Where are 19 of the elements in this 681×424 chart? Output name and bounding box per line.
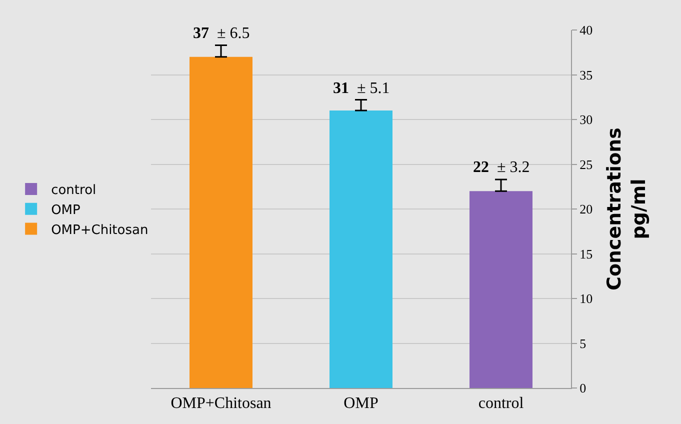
y-tick-label: 10 (580, 291, 593, 306)
y-tick-label: 15 (580, 246, 593, 262)
y-tick-label: 35 (580, 67, 593, 82)
x-tick-label: OMP (344, 395, 378, 412)
y-tick-label: 0 (580, 380, 586, 396)
data-label: 37 ± 6.5 (193, 25, 250, 42)
y-tick-label: 5 (580, 336, 586, 351)
y-tick-label: 40 (580, 22, 593, 38)
y-tick-label: 30 (580, 112, 593, 128)
x-tick-label: OMP+Chitosan (170, 395, 272, 412)
y-tick-label: 25 (580, 156, 593, 172)
legend-label: OMP+Chitosan (51, 222, 148, 238)
data-label: 31 ± 5.1 (333, 80, 390, 97)
legend-label: control (51, 183, 96, 198)
x-tick-label: control (478, 395, 524, 412)
data-label: 22 ± 3.2 (473, 159, 530, 176)
y-axis-title: Concentrations pg/ml (603, 128, 650, 290)
y-tick-label: 20 (580, 202, 593, 217)
legend-label: OMP (51, 202, 81, 218)
